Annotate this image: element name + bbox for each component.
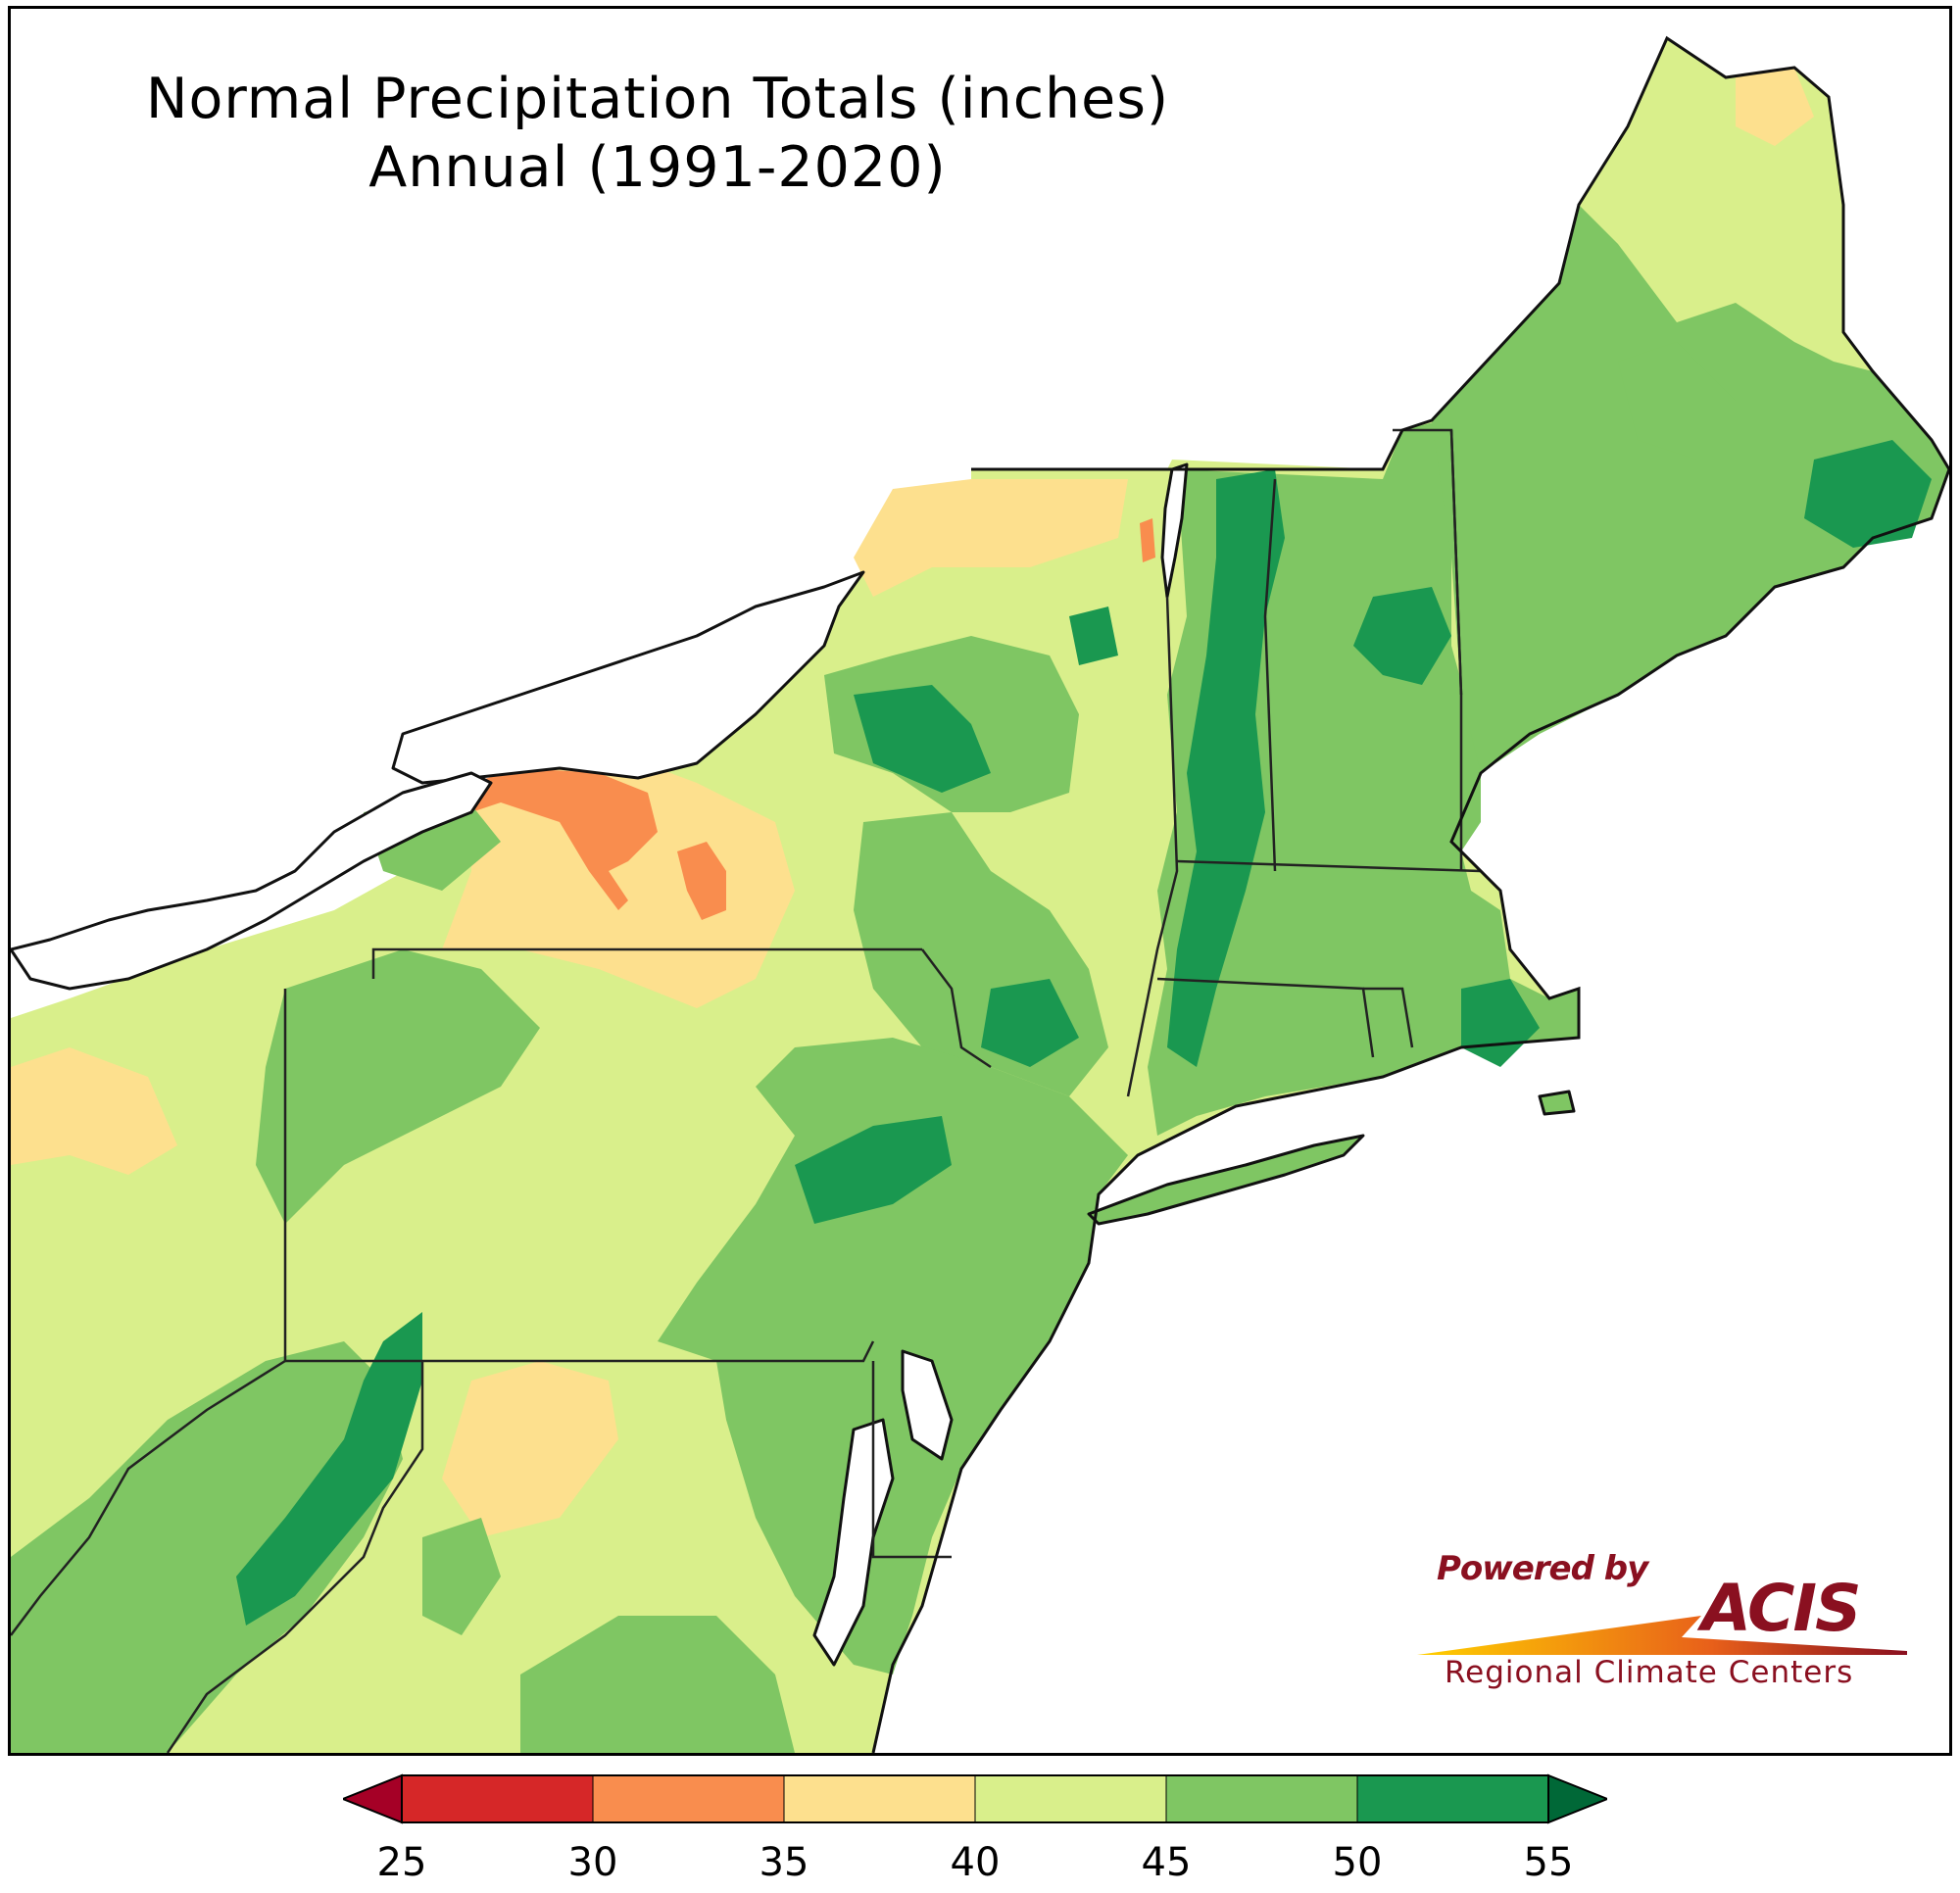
colorbar-tick-45: 45 <box>1141 1840 1192 1885</box>
zone-30-35 <box>471 518 1155 920</box>
colorbar-tick-30: 30 <box>567 1840 618 1885</box>
colorbar-over-arrow <box>1547 1773 1607 1824</box>
lake-ontario <box>391 570 865 785</box>
colorbar-tick-35: 35 <box>759 1840 809 1885</box>
long-island <box>1087 1134 1365 1226</box>
map-frame: Normal Precipitation Totals (inches) Ann… <box>8 6 1952 1756</box>
colorbar-under-arrow <box>343 1773 403 1824</box>
acis-name: ACIS <box>1701 1571 1862 1646</box>
colorbar <box>343 1773 1607 1824</box>
map-subtitle: Annual (1991-2020) <box>368 135 947 200</box>
nantucket <box>1538 1090 1576 1116</box>
acis-subtitle: Regional Climate Centers <box>1445 1655 1854 1690</box>
map-title: Normal Precipitation Totals (inches) <box>145 67 1170 131</box>
acis-logo: Powered by ACIS Regional Climate Centers <box>1417 1549 1907 1696</box>
state-boundaries <box>11 428 1485 1753</box>
colorbar-tick-50: 50 <box>1332 1840 1383 1885</box>
colorbar-bin-35-40 <box>783 1774 976 1823</box>
lake-erie <box>11 771 493 991</box>
colorbar-bin-50-55 <box>1356 1774 1549 1823</box>
colorbar-bin-45-50 <box>1165 1774 1358 1823</box>
zone-35-40 <box>11 68 1814 1537</box>
precipitation-map <box>11 35 1949 1753</box>
colorbar-bin-30-35 <box>592 1774 785 1823</box>
colorbar-tick-55: 55 <box>1523 1840 1574 1885</box>
delaware-bay <box>901 1349 954 1461</box>
acis-swoosh-icon <box>1417 1616 1907 1655</box>
lake-champlain <box>1160 462 1189 599</box>
colorbar-tick-25: 25 <box>376 1840 427 1885</box>
colorbar-bin-25-30 <box>401 1774 594 1823</box>
zone-50-55 <box>236 440 1932 1626</box>
acis-powered-text: Powered by <box>1437 1549 1648 1588</box>
coastline <box>871 35 1949 1753</box>
colorbar-bin-40-45 <box>974 1774 1167 1823</box>
colorbar-tick-40: 40 <box>950 1840 1001 1885</box>
